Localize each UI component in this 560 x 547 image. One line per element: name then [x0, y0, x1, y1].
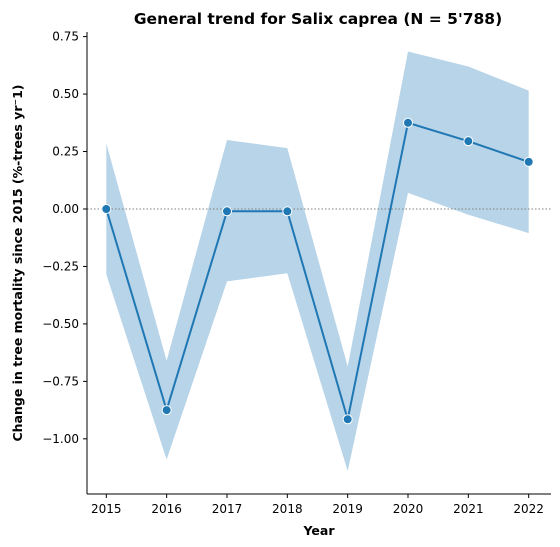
plot-area	[87, 51, 551, 471]
x-tick-label: 2022	[513, 502, 544, 516]
data-point	[282, 206, 293, 217]
data-point	[463, 136, 474, 147]
data-point	[523, 156, 534, 167]
data-point	[402, 117, 413, 128]
y-tick-label: 0.25	[52, 145, 79, 159]
y-tick-label: 0.50	[52, 87, 79, 101]
x-axis-label: Year	[303, 523, 336, 538]
series-line	[105, 121, 530, 420]
y-tick-label: −1.00	[42, 432, 79, 446]
y-tick-label: 0.75	[52, 30, 79, 44]
x-tick-label: 2017	[212, 502, 243, 516]
y-axis-ticks: 0.75 0.50 0.25 0.00 −0.25 −0.50 −0.75 −1.00	[42, 30, 87, 446]
y-tick-label: −0.75	[42, 374, 79, 388]
y-tick-label: −0.25	[42, 259, 79, 273]
confidence-band	[106, 51, 529, 471]
x-tick-label: 2019	[332, 502, 363, 516]
y-axis-label: Change in tree mortality since 2015 (%-t…	[10, 84, 25, 441]
x-tick-label: 2020	[393, 502, 424, 516]
chart-title: General trend for Salix caprea (N = 5'78…	[134, 10, 502, 28]
x-tick-label: 2018	[272, 502, 303, 516]
x-tick-label: 2015	[91, 502, 122, 516]
x-tick-label: 2016	[151, 502, 182, 516]
y-tick-label: −0.50	[42, 317, 79, 331]
x-axis-ticks: 2015 2016 2017 2018 2019 2020 2021 2022	[91, 494, 544, 516]
data-point	[101, 203, 112, 214]
y-tick-label: 0.00	[52, 202, 79, 216]
data-point	[221, 206, 232, 217]
data-point	[342, 414, 353, 425]
x-tick-label: 2021	[453, 502, 484, 516]
data-point	[161, 405, 172, 416]
